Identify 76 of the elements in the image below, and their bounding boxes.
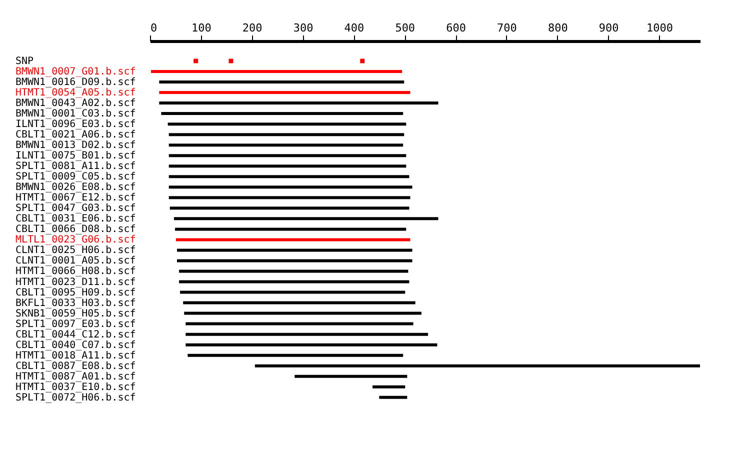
y-tick-label: SPLT1_0097_E03.b.scf: [16, 318, 136, 330]
bar: [168, 186, 412, 189]
y-tick-label: ILNT1_0075_B01.b.scf: [16, 150, 136, 162]
bar: [294, 374, 408, 378]
x-tick-label: 800: [548, 22, 568, 34]
x-tick-label: 1000: [646, 22, 673, 34]
y-tick-label: CBLT1_0021_A06.b.scf: [16, 130, 136, 141]
x-tick-label: 100: [192, 22, 212, 34]
x-tick-label: 900: [598, 22, 619, 34]
y-tick-label: BMWN1_0026_E08.b.scf: [16, 182, 136, 194]
bar: [186, 343, 438, 346]
bar: [168, 164, 406, 168]
bar: [188, 354, 404, 357]
y-tick-label: HTMT1_0018_A11.b.scf: [16, 350, 136, 362]
y-tick-label: BMWN1_0001_C03.b.scf: [16, 108, 136, 120]
bar: [186, 332, 428, 336]
bar: [159, 80, 404, 84]
y-tick-label: SKNB1_0059_H05.b.scf: [16, 308, 136, 320]
y-tick-label: HTMT1_0054_A05.b.scf: [16, 88, 136, 99]
y-tick-label: ILNT1_0096_E03.b.scf: [16, 119, 136, 130]
bar: [168, 175, 410, 178]
bar: [159, 102, 438, 105]
y-tick-label: BMWN1_0007_G01.b.scf: [16, 66, 136, 78]
y-tick-label: SPLT1_0072_H06.b.scf: [16, 392, 136, 404]
bar: [168, 122, 406, 126]
y-tick-label: HTMT1_0067_E12.b.scf: [16, 192, 136, 204]
bar: [176, 248, 412, 252]
y-tick-label: BMWN1_0013_D02.b.scf: [16, 140, 136, 152]
y-tick-label: BMWN1_0043_A02.b.scf: [16, 98, 136, 110]
x-tick-label: 700: [497, 22, 517, 34]
bar: [161, 112, 404, 116]
y-tick-label: CLNT1_0001_A05.b.scf: [16, 256, 136, 267]
bar: [170, 206, 410, 210]
y-tick-label: HTMT1_0066_H08.b.scf: [16, 266, 136, 278]
bar: [168, 154, 406, 158]
bar: [372, 385, 406, 388]
y-tick-label: MLTL1_0023_G06.b.scf: [16, 234, 136, 246]
y-tick-label: BMWN1_0016_D09.b.scf: [16, 77, 136, 88]
y-tick-label: HTMT1_0023_D11.b.scf: [16, 276, 136, 288]
y-tick-label: HTMT1_0087_A01.b.scf: [16, 371, 136, 382]
bar: [151, 70, 402, 73]
x-tick-label: 600: [446, 22, 466, 34]
y-tick-label: CBLT1_0040_C07.b.scf: [16, 340, 136, 351]
bar: [179, 270, 408, 273]
y-tick-label: CBLT1_0031_E06.b.scf: [16, 214, 136, 225]
y-tick-label: SPLT1_0009_C05.b.scf: [16, 172, 136, 183]
x-tick-label: 0: [150, 22, 158, 34]
y-tick-label: CBLT1_0066_D08.b.scf: [16, 224, 136, 236]
bar: [184, 312, 422, 315]
y-tick-label: CBLT1_0087_E08.b.scf: [16, 360, 136, 372]
x-tick-label: 500: [395, 22, 416, 34]
bar: [176, 259, 412, 262]
y-tick-label: BKFL1_0033_H03.b.scf: [16, 298, 136, 309]
bar: [254, 364, 700, 368]
bar: [168, 144, 404, 147]
x-tick-label: 300: [293, 22, 314, 34]
bar: [174, 217, 438, 220]
y-tick-label: CBLT1_0044_C12.b.scf: [16, 329, 136, 340]
y-tick-label: HTMT1_0037_E10.b.scf: [16, 382, 136, 393]
bar: [186, 322, 414, 326]
bar: [379, 396, 408, 399]
bar: [179, 280, 410, 284]
y-tick-label: SPLT1_0081_A11.b.scf: [16, 161, 136, 172]
bar: [180, 290, 406, 294]
y-tick-label: CBLT1_0095_H09.b.scf: [16, 287, 136, 298]
y-tick-label: SNP: [16, 56, 34, 67]
bar: [176, 238, 410, 242]
bar: [168, 133, 404, 136]
bar: [168, 196, 410, 200]
x-tick-label: 200: [242, 22, 262, 34]
y-tick-label: SPLT1_0047_G03.b.scf: [16, 203, 136, 214]
x-tick-label: 400: [344, 22, 364, 34]
bar: [159, 91, 410, 94]
y-tick-label: CLNT1_0025_H06.b.scf: [16, 245, 136, 256]
bar: [183, 301, 416, 304]
bar: [174, 228, 406, 231]
